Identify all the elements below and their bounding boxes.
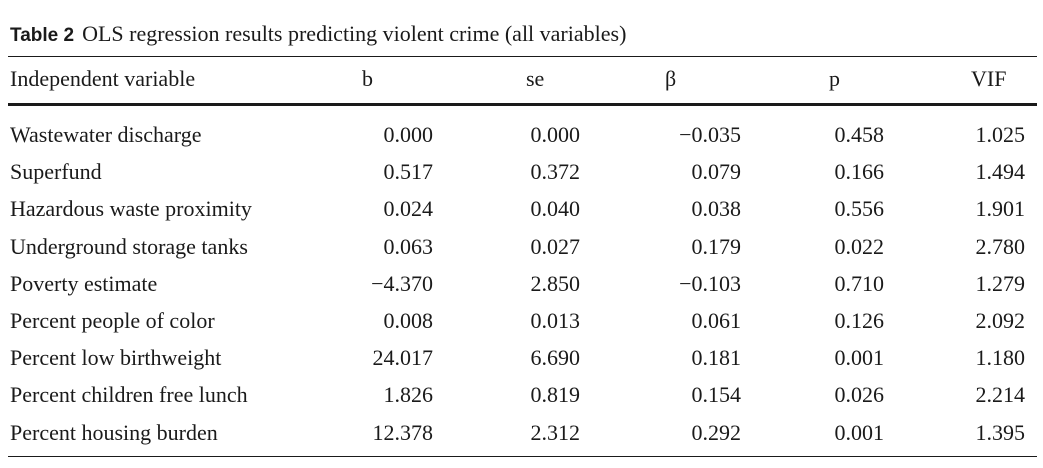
table-caption: Table 2 OLS regression results predicting…: [10, 21, 626, 49]
header-vif: VIF: [971, 66, 1007, 91]
cell-p: 0.556: [834, 196, 885, 221]
header-p: p: [829, 66, 840, 91]
cell-p: 0.001: [834, 345, 885, 370]
cell-variable: Superfund: [10, 159, 102, 184]
cell-se: 2.850: [530, 271, 581, 296]
cell-se: 0.000: [530, 122, 581, 147]
cell-beta: 0.292: [691, 420, 742, 445]
cell-b: −4.370: [371, 271, 433, 296]
header-beta: β: [665, 66, 677, 91]
cell-se: 0.372: [530, 159, 581, 184]
cell-beta: 0.079: [691, 159, 742, 184]
cell-b: 1.826: [383, 382, 434, 407]
cell-beta: 0.154: [691, 382, 742, 407]
cell-b: 0.063: [383, 234, 434, 259]
cell-se: 6.690: [530, 345, 581, 370]
header-independent-variable: Independent variable: [10, 66, 196, 91]
bottom-rule: [8, 456, 1037, 457]
cell-se: 0.027: [530, 234, 581, 259]
cell-b: 0.000: [383, 122, 434, 147]
cell-beta: 0.038: [691, 196, 742, 221]
table-label: Table 2: [10, 25, 75, 46]
cell-b: 0.517: [383, 159, 434, 184]
cell-vif: 1.395: [975, 420, 1026, 445]
cell-variable: Wastewater discharge: [10, 122, 202, 147]
cell-p: 0.458: [834, 122, 885, 147]
cell-se: 0.819: [530, 382, 581, 407]
cell-b: 0.024: [383, 196, 434, 221]
cell-b: 0.008: [383, 308, 434, 333]
cell-b: 24.017: [372, 345, 434, 370]
cell-se: 0.013: [530, 308, 581, 333]
cell-vif: 2.780: [975, 234, 1026, 259]
header-rule: [8, 103, 1037, 106]
cell-vif: 1.494: [975, 159, 1026, 184]
cell-se: 2.312: [530, 420, 581, 445]
cell-beta: −0.103: [679, 271, 741, 296]
cell-vif: 2.214: [975, 382, 1026, 407]
cell-p: 0.710: [834, 271, 885, 296]
cell-vif: 1.901: [975, 196, 1026, 221]
cell-variable: Underground storage tanks: [10, 234, 248, 259]
cell-variable: Percent children free lunch: [10, 382, 248, 407]
top-rule: [8, 56, 1037, 57]
cell-beta: −0.035: [679, 122, 741, 147]
cell-se: 0.040: [530, 196, 581, 221]
cell-variable: Percent people of color: [10, 308, 215, 333]
cell-vif: 1.180: [975, 345, 1026, 370]
cell-vif: 2.092: [975, 308, 1026, 333]
cell-variable: Percent housing burden: [10, 420, 218, 445]
cell-variable: Hazardous waste proximity: [10, 196, 252, 221]
cell-p: 0.001: [834, 420, 885, 445]
cell-variable: Percent low birthweight: [10, 345, 222, 370]
cell-p: 0.126: [834, 308, 885, 333]
cell-beta: 0.179: [691, 234, 742, 259]
cell-vif: 1.025: [975, 122, 1026, 147]
cell-beta: 0.061: [691, 308, 742, 333]
header-se: se: [526, 66, 545, 91]
table-title: OLS regression results predicting violen…: [82, 21, 627, 46]
cell-p: 0.166: [834, 159, 885, 184]
header-b: b: [362, 66, 373, 91]
cell-b: 12.378: [372, 420, 434, 445]
cell-vif: 1.279: [975, 271, 1026, 296]
cell-p: 0.022: [834, 234, 885, 259]
cell-beta: 0.181: [691, 345, 742, 370]
cell-p: 0.026: [834, 382, 885, 407]
cell-variable: Poverty estimate: [10, 271, 158, 296]
